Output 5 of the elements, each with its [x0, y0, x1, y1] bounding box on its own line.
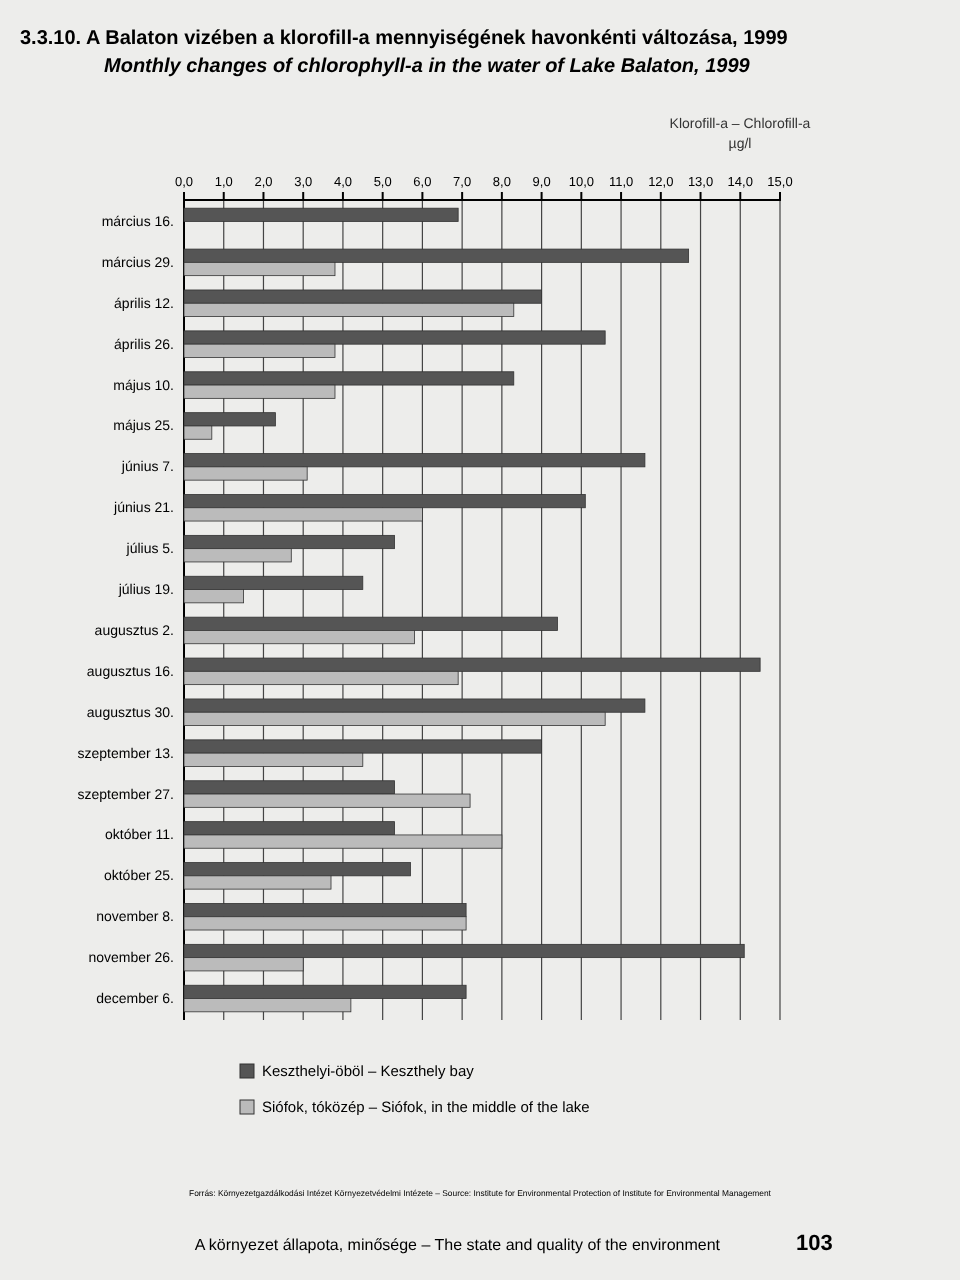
text: 103 — [796, 1232, 833, 1256]
chart-title: 3.3.10. A Balaton vizében a klorofill-a mennyiségének havonkénti változása, 1999 — [20, 28, 789, 50]
bar — [183, 207, 459, 222]
text: A környezet állapota, minősége – The state and quality of the environment — [194, 1236, 722, 1254]
chart-subtitle: Monthly changes of chlorophyll-a in the water of Lake Balaton, 1999 — [104, 56, 751, 78]
